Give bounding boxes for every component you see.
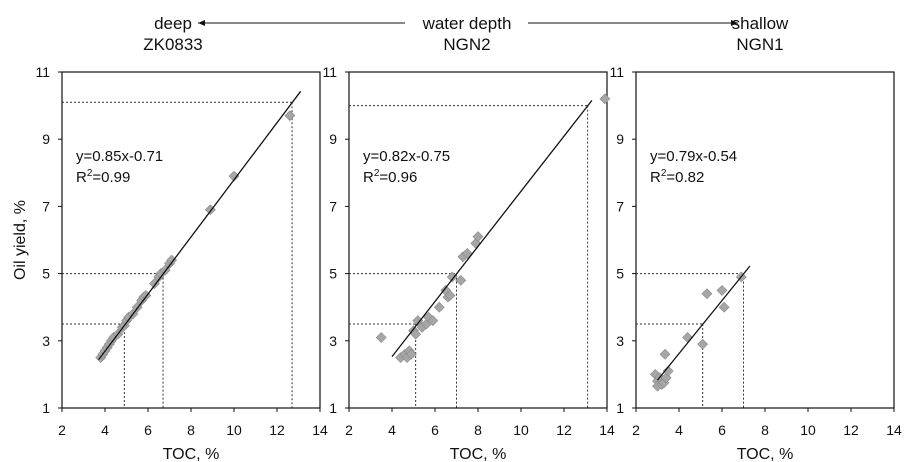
y-axis-label: Oil yield, % bbox=[12, 200, 29, 280]
regression-equation: y=0.79x-0.54 bbox=[650, 148, 737, 165]
x-tick-label: 2 bbox=[632, 422, 640, 438]
x-tick-label: 10 bbox=[513, 422, 529, 438]
x-tick-label: 12 bbox=[269, 422, 285, 438]
header-shallow-label: shallow bbox=[732, 14, 789, 33]
x-tick-label: 8 bbox=[474, 422, 482, 438]
data-point bbox=[444, 290, 456, 301]
header-water-depth-label: water depth bbox=[422, 14, 512, 33]
panel-title-ngn1: NGN1 bbox=[736, 35, 783, 54]
x-tick-label: 4 bbox=[388, 422, 396, 438]
data-point bbox=[682, 332, 694, 343]
x-tick-label: 14 bbox=[599, 422, 615, 438]
y-tick-label: 5 bbox=[329, 266, 337, 282]
data-point bbox=[701, 288, 713, 300]
y-tick-label: 9 bbox=[616, 131, 624, 147]
y-tick-label: 3 bbox=[42, 333, 50, 349]
data-point bbox=[697, 338, 709, 350]
y-tick-label: 1 bbox=[329, 400, 337, 416]
plot-frame bbox=[635, 71, 895, 409]
y-tick-label: 3 bbox=[329, 333, 337, 349]
r-squared-label: R2=0.96 bbox=[363, 168, 417, 186]
panel-title-zk0833: ZK0833 bbox=[143, 35, 203, 54]
x-tick-label: 4 bbox=[675, 422, 683, 438]
data-point bbox=[659, 348, 671, 360]
data-point bbox=[405, 348, 417, 360]
x-tick-label: 14 bbox=[886, 422, 902, 438]
x-tick-label: 8 bbox=[187, 422, 195, 438]
y-tick-label: 5 bbox=[42, 266, 50, 282]
y-tick-label: 7 bbox=[42, 198, 50, 214]
y-tick-label: 11 bbox=[609, 64, 624, 80]
r-squared-label: R2=0.99 bbox=[76, 168, 130, 186]
x-tick-label: 4 bbox=[101, 422, 109, 438]
x-tick-label: 12 bbox=[843, 422, 859, 438]
x-tick-label: 10 bbox=[226, 422, 242, 438]
regression-equation: y=0.85x-0.71 bbox=[76, 148, 163, 165]
header-deep-label: deep bbox=[154, 14, 192, 33]
x-axis-label: TOC, % bbox=[450, 446, 507, 462]
x-tick-label: 6 bbox=[718, 422, 726, 438]
y-tick-label: 11 bbox=[322, 64, 337, 80]
y-tick-label: 9 bbox=[329, 131, 337, 147]
y-tick-label: 3 bbox=[616, 333, 624, 349]
x-tick-label: 8 bbox=[761, 422, 769, 438]
y-tick-label: 7 bbox=[616, 198, 624, 214]
x-tick-label: 14 bbox=[312, 422, 328, 438]
panel-ngn1: 2 4 6 8 10 12 14 1 3 5 7 9 11 TOC, % y=0.79x-0.54 R2=0.… bbox=[609, 64, 902, 462]
data-point bbox=[375, 332, 387, 343]
x-axis-label: TOC, % bbox=[163, 446, 220, 462]
panel-title-ngn2: NGN2 bbox=[443, 35, 490, 54]
data-point bbox=[284, 110, 296, 122]
data-point bbox=[472, 231, 484, 243]
data-point bbox=[410, 328, 422, 340]
data-point bbox=[716, 284, 728, 296]
x-tick-label: 6 bbox=[144, 422, 152, 438]
data-point bbox=[433, 301, 445, 313]
panel-zk0833: 2 4 6 8 10 12 14 1 3 5 7 9 11 TOC, % y=0.85x-0.71 R2=0.… bbox=[35, 64, 328, 462]
data-point bbox=[427, 315, 439, 327]
y-tick-label: 11 bbox=[35, 64, 50, 80]
regression-equation: y=0.82x-0.75 bbox=[363, 148, 450, 165]
data-point bbox=[599, 93, 611, 105]
regression-line bbox=[656, 265, 751, 381]
panel-ngn2: 2 4 6 8 10 12 14 1 3 5 7 9 11 TOC, % y=0.82x-0.75 R2=0.… bbox=[322, 64, 615, 462]
x-axis-label: TOC, % bbox=[737, 446, 794, 462]
data-point bbox=[455, 274, 467, 286]
y-tick-label: 7 bbox=[329, 198, 337, 214]
regression-line bbox=[98, 90, 302, 361]
x-tick-label: 2 bbox=[345, 422, 353, 438]
r-squared-label: R2=0.82 bbox=[650, 168, 704, 186]
y-tick-label: 1 bbox=[616, 400, 624, 416]
data-point bbox=[662, 365, 674, 377]
y-tick-label: 9 bbox=[42, 131, 50, 147]
y-tick-label: 5 bbox=[616, 266, 624, 282]
x-tick-label: 12 bbox=[556, 422, 572, 438]
x-tick-label: 2 bbox=[58, 422, 66, 438]
y-tick-label: 1 bbox=[42, 400, 50, 416]
x-tick-label: 10 bbox=[800, 422, 816, 438]
data-point bbox=[718, 301, 730, 313]
x-tick-label: 6 bbox=[431, 422, 439, 438]
regression-line bbox=[391, 99, 593, 357]
